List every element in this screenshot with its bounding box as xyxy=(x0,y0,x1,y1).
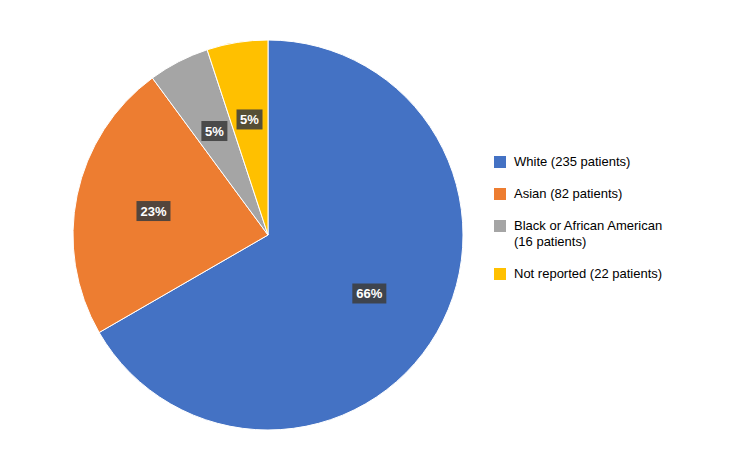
svg-text:23%: 23% xyxy=(140,204,166,219)
html-text:Black or African American (16: Black or African American (16 patients) xyxy=(514,217,663,249)
svg-text:5%: 5% xyxy=(240,112,259,127)
svg-text:5%: 5% xyxy=(205,124,224,139)
html-text:White (235 patients): White (235 patients) xyxy=(514,153,631,169)
svg-text:66%: 66% xyxy=(356,286,382,301)
html-text:Asian (82 patients): Asian (82 patients) xyxy=(514,185,623,201)
html-text:Not reported (22 patients): Not reported (22 patients) xyxy=(514,265,663,281)
